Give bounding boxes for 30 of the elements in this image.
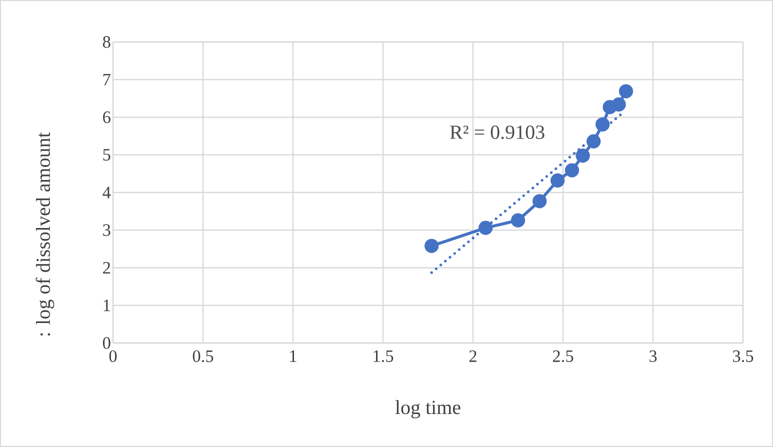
point [478,220,493,235]
y-tick-label: 7 [103,74,110,86]
point [510,213,526,228]
x-tick-label: 0.5 [192,350,214,362]
point [618,84,634,98]
point [532,194,547,208]
y-tick-label: 0 [102,337,110,349]
y-tick-label: 3 [103,224,110,236]
y-tick-label: 6 [103,111,110,124]
y-axis-title: : log of dissolved amount [36,132,54,336]
point [424,238,439,253]
y-tick-label: 8 [102,36,110,48]
x-tick-label: 1 [290,350,296,362]
y-tick-label: 4 [102,186,111,198]
point [596,117,610,132]
point [586,134,601,148]
point [550,173,565,188]
point [564,163,580,178]
x-axis-title: log time [395,400,460,418]
x-tick-label: 2.5 [552,350,574,362]
x-tick-label: 2 [469,350,476,362]
x-tick-label: 3 [650,350,657,362]
x-tick-label: 1.5 [374,350,394,362]
annotation: R² = 0.9103 [450,126,544,140]
x-tick-label: 3.5 [733,350,754,362]
y-tick-label: 5 [103,149,110,161]
point [576,148,590,163]
y-tick-label: 1 [104,300,110,312]
y-tick-label: 2 [103,262,110,274]
point [612,97,626,112]
